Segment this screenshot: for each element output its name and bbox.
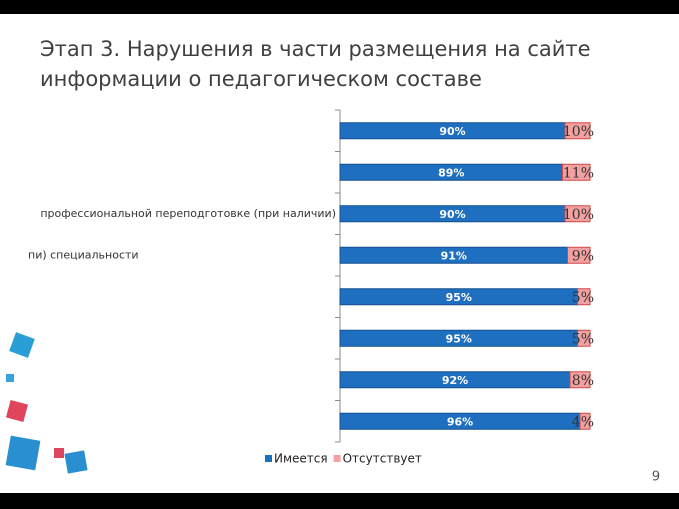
- value-label: 5%: [572, 290, 594, 306]
- value-label: 11%: [563, 165, 594, 181]
- bar-segment: [577, 329, 591, 347]
- value-label: 95%: [446, 332, 472, 345]
- cube-icon: [9, 332, 35, 358]
- value-label: 10%: [563, 207, 594, 223]
- category-label: профессиональной переподготовке (при нал…: [40, 207, 336, 220]
- page-number: 9: [652, 470, 660, 485]
- bar-segment: [569, 371, 591, 389]
- legend-swatch: [333, 455, 341, 462]
- value-label: 90%: [439, 208, 465, 221]
- value-label: 90%: [439, 125, 465, 138]
- bar-segment: [564, 205, 591, 223]
- category-label: пи) специальности: [28, 248, 139, 261]
- legend-label: Отсутствует: [343, 452, 422, 466]
- top-band: [0, 0, 679, 14]
- slide-title: Этап 3. Нарушения в части размещения на …: [40, 37, 591, 91]
- value-label: 92%: [442, 374, 468, 387]
- bar-segment: [564, 122, 591, 140]
- value-label: 95%: [446, 291, 472, 304]
- bottom-band: [0, 493, 679, 509]
- cube-icon: [64, 450, 88, 474]
- bar-segment: [562, 163, 591, 181]
- legend-label: Имеется: [274, 452, 328, 466]
- value-label: 89%: [438, 166, 464, 179]
- cube-icon: [5, 435, 41, 471]
- value-label: 8%: [572, 373, 594, 389]
- bar-segment: [567, 246, 591, 264]
- decoration: [5, 332, 88, 474]
- value-label: 96%: [447, 415, 473, 428]
- cube-icon: [54, 448, 64, 458]
- value-label: 10%: [563, 124, 594, 140]
- bar-segment: [577, 288, 591, 306]
- cube-icon: [5, 399, 29, 423]
- value-label: 4%: [572, 414, 594, 430]
- value-label: 91%: [441, 249, 467, 262]
- value-label: 5%: [572, 331, 594, 347]
- bar-segment: [579, 412, 591, 430]
- value-label: 9%: [572, 248, 594, 264]
- legend-swatch: [265, 455, 272, 462]
- cube-icon: [6, 374, 14, 382]
